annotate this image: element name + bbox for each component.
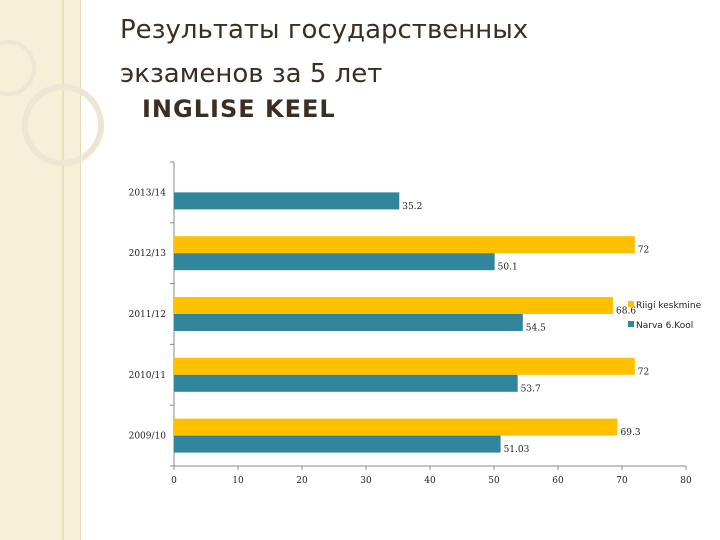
bar-riigi-keskmine <box>174 236 635 254</box>
x-tick-label: 0 <box>171 476 177 486</box>
slide-title: Результаты государственных экзаменов за … <box>120 8 528 96</box>
category-label: 2011/12 <box>129 310 166 320</box>
legend-label: Riigi keskmine <box>636 301 702 311</box>
data-label: 54.5 <box>526 324 546 334</box>
bar-narva-6-kool <box>174 253 495 271</box>
bar-riigi-keskmine <box>174 418 618 436</box>
slide-title-line-2: экзаменов за 5 лет <box>120 59 383 89</box>
data-label: 51.03 <box>504 445 530 455</box>
legend-swatch <box>628 321 634 327</box>
decorative-circle-small <box>0 40 36 96</box>
bar-narva-6-kool <box>174 314 523 331</box>
category-label: 2013/14 <box>129 188 167 198</box>
bar-riigi-keskmine <box>174 357 635 375</box>
x-tick-label: 40 <box>424 476 436 486</box>
data-label: 35.2 <box>402 202 422 212</box>
bar-narva-6-kool <box>174 435 501 453</box>
data-label: 72 <box>638 246 649 256</box>
category-label: 2010/11 <box>129 371 166 381</box>
bar-narva-6-kool <box>174 374 518 392</box>
slide-title-line-1: Результаты государственных <box>120 15 529 45</box>
legend-swatch <box>628 301 634 307</box>
x-tick-label: 70 <box>616 476 628 486</box>
category-label: 2012/13 <box>129 249 167 259</box>
legend-label: Narva 6.Kool <box>636 321 693 331</box>
data-label: 53.7 <box>521 384 541 394</box>
side-decoration-line <box>62 0 64 540</box>
x-tick-label: 20 <box>296 476 308 486</box>
data-label: 50.1 <box>498 263 518 273</box>
slide-subtitle: INGLISE KEEL <box>142 95 336 123</box>
category-label: 2009/10 <box>129 432 167 442</box>
decorative-circle <box>22 84 104 166</box>
bar-narva-6-kool <box>174 192 400 210</box>
data-label: 72 <box>638 367 649 377</box>
x-tick-label: 80 <box>680 476 692 486</box>
data-label: 69.3 <box>621 428 641 438</box>
x-tick-label: 30 <box>360 476 372 486</box>
x-tick-label: 10 <box>232 476 244 486</box>
x-tick-label: 60 <box>552 476 564 486</box>
x-tick-label: 50 <box>488 476 500 486</box>
data-label: 68.6 <box>616 307 636 317</box>
bar-riigi-keskmine <box>174 297 614 314</box>
